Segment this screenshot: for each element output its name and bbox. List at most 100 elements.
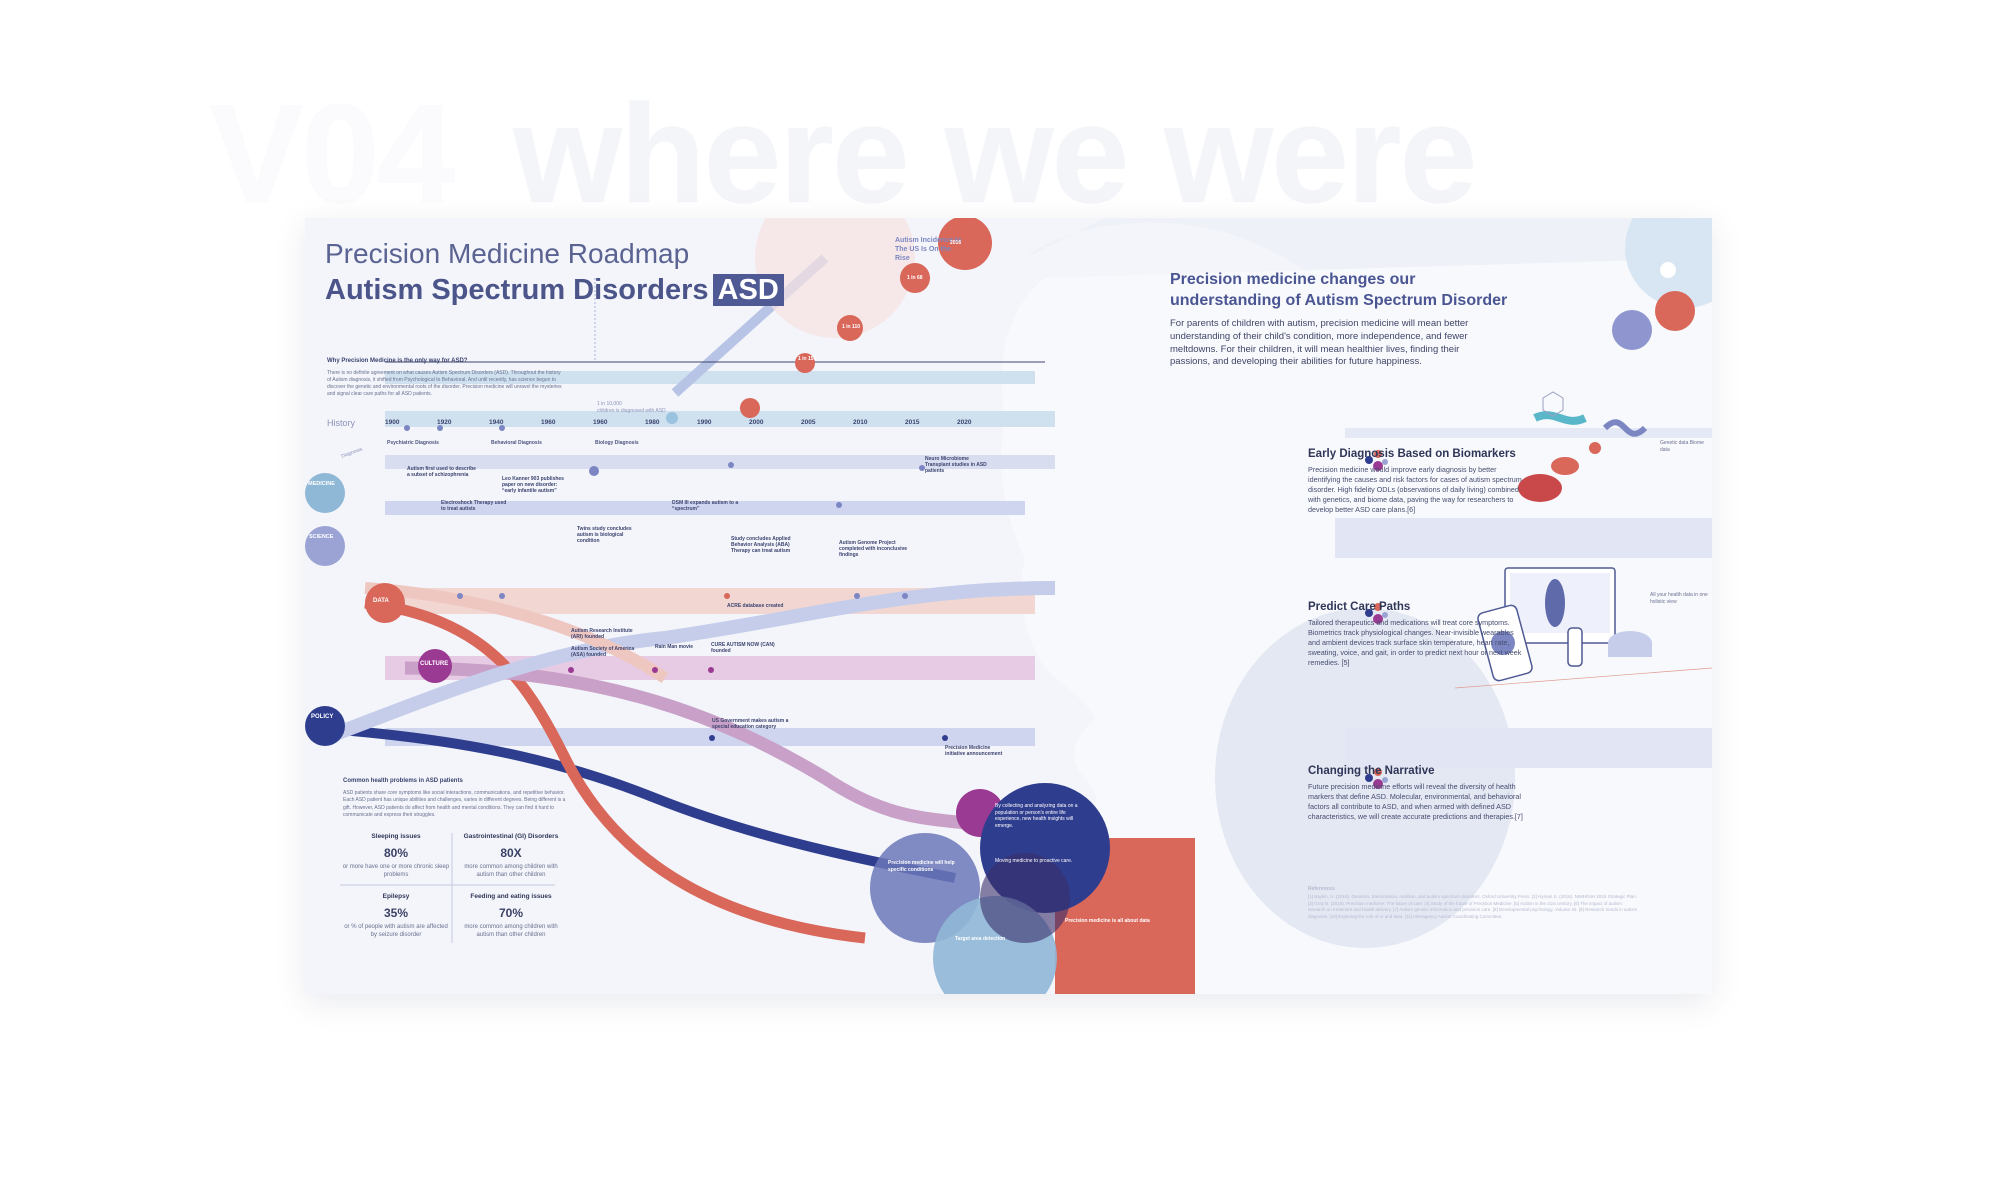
ribbon-peach [364,582,669,683]
rp-band-2 [1335,518,1712,558]
event-label: Study concludes Applied Behavior Analysi… [731,536,791,554]
year-tick: 2015 [905,419,920,426]
poster-title-2: Autism Spectrum Disorders ASD [325,274,784,307]
event-label: Electroshock Therapy used to treat autis… [441,500,507,512]
section-title: Changing the Narrative [1308,765,1435,777]
stat-desc: more common among children with autism t… [464,864,558,878]
poster: Precision Medicine Roadmap Autism Spectr… [305,218,1712,994]
incidence-label: Autism Incidence In The US Is On the Ris… [895,237,962,263]
stat-label: Gastrointestinal (GI) Disorders [463,833,559,840]
event-label: Twins study concludes autism is biologic… [577,526,632,544]
category-policy: POLICY [311,714,334,720]
category-medicine: MEDICINE [308,481,335,487]
common-body: ASD patients share core symptoms like so… [343,790,566,818]
category-culture: CULTURE [420,661,449,667]
stat-desc: or more have one or more chronic sleep p… [342,864,450,878]
ribbon-red [364,597,866,944]
inc-label-2000: 1 in 150 [798,356,817,362]
inc-label-2016: 2016 [950,240,962,246]
event-label: US Government makes autism a special edu… [712,718,789,730]
deco-purple-dot [1612,310,1652,350]
cat-science-circle [305,526,345,566]
stat-value: 80X [500,846,522,860]
stat-desc: or % of people with autism are affected … [344,924,448,938]
band-psych [385,371,1035,384]
rp-band-1 [1345,428,1712,438]
rp-band-3 [1345,728,1712,768]
inc-dot-2014 [900,263,930,293]
references-body: [1] Baykin, H. (2018). Genetics, transmi… [1308,894,1638,919]
year-tick: 1940 [489,419,504,426]
why-heading: Why Precision Medicine is the only way f… [327,358,468,364]
year-tick: 1960 [541,419,556,426]
section-body: Tailored therapeutics and medications wi… [1308,618,1522,668]
event-label: Autism first used to describe a subset o… [407,466,476,478]
bubble-text: By collecting and analyzing data on a po… [995,803,1078,829]
ribbon-navy [314,723,956,883]
category-science: SCIENCE [309,534,334,540]
subtitle-label: where we were [513,75,1477,232]
page-title: V04 where we were [210,75,1477,232]
inc-dot-2016 [938,218,992,270]
band-medicine [385,411,1055,427]
inc-dot-2008 [837,315,863,341]
cat-policy-circle [305,706,345,746]
year-tick: 2010 [853,419,868,426]
biomarker-illustration [1518,391,1648,502]
bubble-text: Target area detection [955,936,1006,942]
year-tick: 2005 [801,419,816,426]
stat-label: Sleeping issues [371,833,421,840]
stat-desc: more common among children with autism t… [464,924,558,938]
stat-value: 35% [383,906,409,920]
stat-gi: Gastrointestinal (GI) Disorders 80X more… [455,833,567,880]
incidence-first: 1 in 10,000 [597,401,622,407]
asd-badge: ASD [712,274,784,306]
references-heading: References [1308,886,1335,892]
event-label: Rain Man movie [655,644,694,650]
deco-red-dot [1655,291,1695,331]
inc-dot-1995 [740,398,760,418]
section-note: All your health data in one holistic vie… [1650,592,1708,605]
inc-label-2014: 1 in 68 [907,275,923,281]
stat-epilepsy: Epilepsy 35% or % of people with autism … [340,893,452,940]
stat-label: Feeding and eating issues [470,893,552,900]
history-label: History [327,418,356,428]
event-label: Autism Society of America (ASA) founded [571,646,635,658]
year-tick: 1990 [697,419,712,426]
category-data: DATA [373,598,389,604]
section-title: Predict Care Paths [1308,601,1411,613]
band-behavioral: Behavioral Diagnosis [491,440,542,446]
inc-label-2008: 1 in 110 [842,324,861,330]
section-note: Genetic data Biome data [1660,440,1704,453]
year-tick: 1900 [385,419,400,426]
section-body: Precision medicine would improve early d… [1308,465,1522,515]
event-label: CURE AUTISM NOW (CAN) founded [711,642,775,654]
common-heading: Common health problems in ASD patients [343,778,463,784]
section-body: Future precision medicine efforts will r… [1308,782,1523,822]
year-tick: 2020 [957,419,972,426]
ribbon-lav [322,581,1056,745]
ribbon-pink [404,661,966,830]
band-science [385,501,1025,515]
stat-feeding: Feeding and eating issues 70% more commo… [455,893,567,940]
band-psychiatric: Psychiatric Diagnosis [387,440,439,446]
poster-title-1: Precision Medicine Roadmap [325,238,690,269]
inc-dot-2000 [795,353,815,373]
rp-intro: For parents of children with autism, pre… [1170,318,1469,368]
deco-white-dot [1660,262,1676,278]
stat-value: 70% [498,906,524,920]
cat-culture-circle [418,649,452,683]
poster-graphics [305,218,1712,994]
cat-medicine-circle [305,473,345,513]
devices-illustration [1454,567,1712,689]
event-label: Autism Genome Project completed with inc… [839,540,908,558]
cat-data-circle [365,583,405,623]
bubble-text: Moving medicine to proactive care. [995,858,1073,864]
version-label: V04 [210,75,455,232]
section-icons [1365,450,1388,789]
event-label: Leo Kanner 903 publishes paper on new di… [502,476,564,494]
bubble-text: Precision medicine will help specific co… [888,860,955,873]
bubble-text: Precision medicine is all about data [1065,918,1150,924]
year-tick: 1920 [437,419,452,426]
event-label: Autism Research Institute (ARI) founded [571,628,633,640]
